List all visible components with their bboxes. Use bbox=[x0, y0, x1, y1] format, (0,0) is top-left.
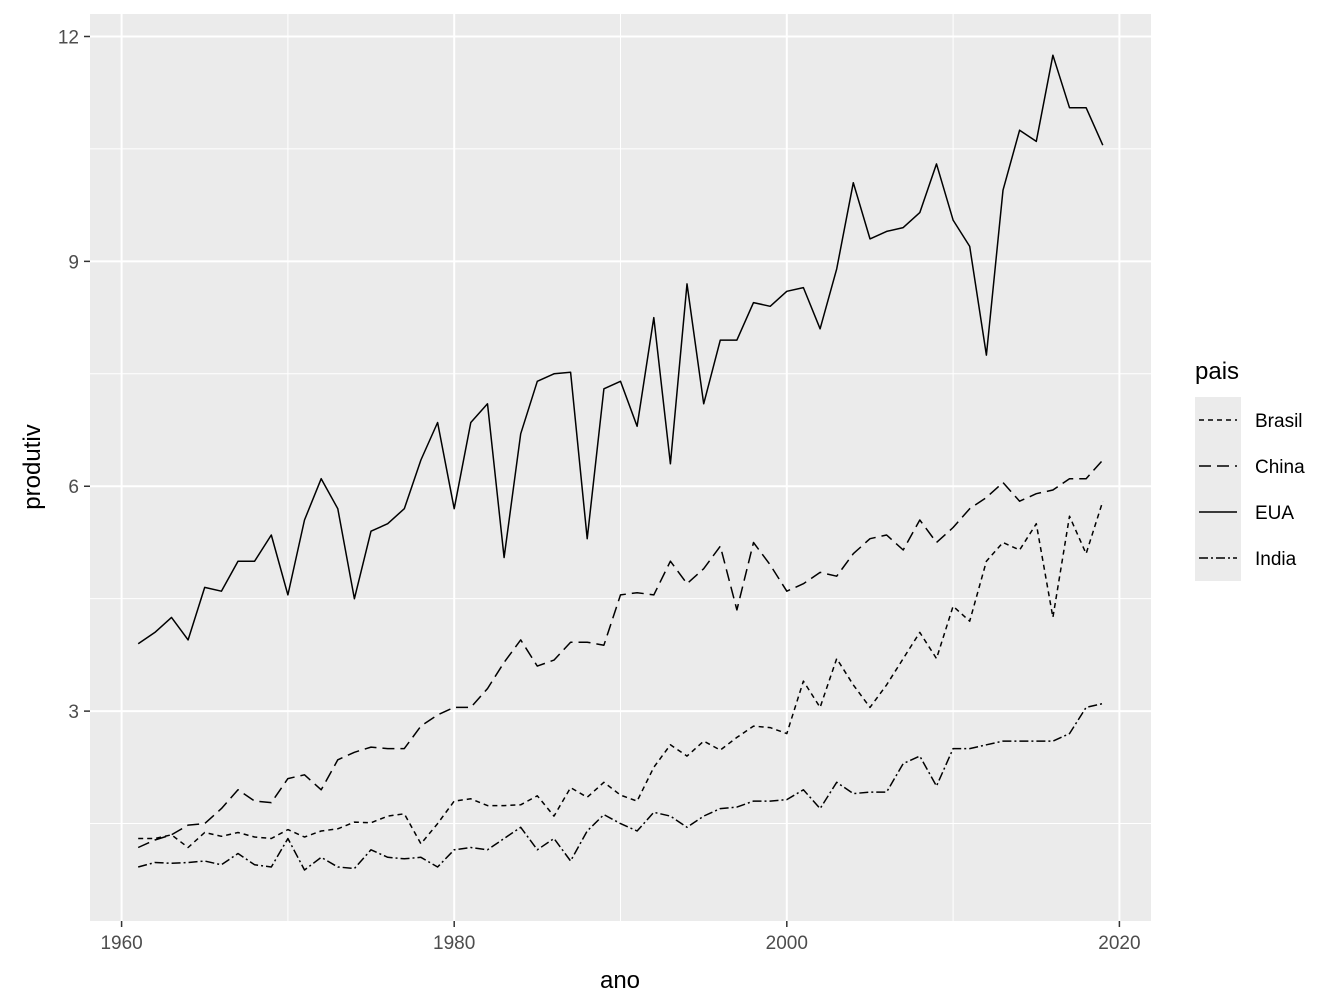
series-lines bbox=[137, 54, 1104, 871]
x-tick-label: 1980 bbox=[433, 933, 475, 954]
series-line-india bbox=[138, 702, 1103, 871]
y-tick-label: 6 bbox=[68, 477, 79, 498]
y-axis: 3 6 9 12 bbox=[58, 27, 90, 723]
series-line-eua bbox=[137, 54, 1104, 645]
x-tick-label: 2000 bbox=[766, 933, 808, 954]
legend-label-eua: EUA bbox=[1255, 503, 1294, 524]
x-axis-title: ano bbox=[600, 967, 640, 994]
y-tick-label: 3 bbox=[68, 702, 79, 723]
y-tick-label: 12 bbox=[58, 27, 79, 48]
major-gridlines bbox=[90, 14, 1151, 921]
legend-label-china: China bbox=[1255, 457, 1305, 478]
legend-label-brasil: Brasil bbox=[1255, 411, 1303, 432]
legend-key-background bbox=[1195, 397, 1241, 581]
legend: pais Brasil China EUA India bbox=[1195, 358, 1305, 581]
x-tick-label: 1960 bbox=[100, 933, 142, 954]
y-axis-title: produtiv bbox=[19, 424, 46, 509]
x-tick-label: 2020 bbox=[1098, 933, 1140, 954]
legend-title: pais bbox=[1195, 358, 1239, 385]
series-line-china bbox=[137, 459, 1104, 849]
legend-label-india: India bbox=[1255, 549, 1297, 570]
y-tick-label: 9 bbox=[68, 252, 79, 273]
minor-gridlines bbox=[90, 14, 1151, 921]
x-axis: 1960 1980 2000 2020 bbox=[100, 921, 1141, 954]
